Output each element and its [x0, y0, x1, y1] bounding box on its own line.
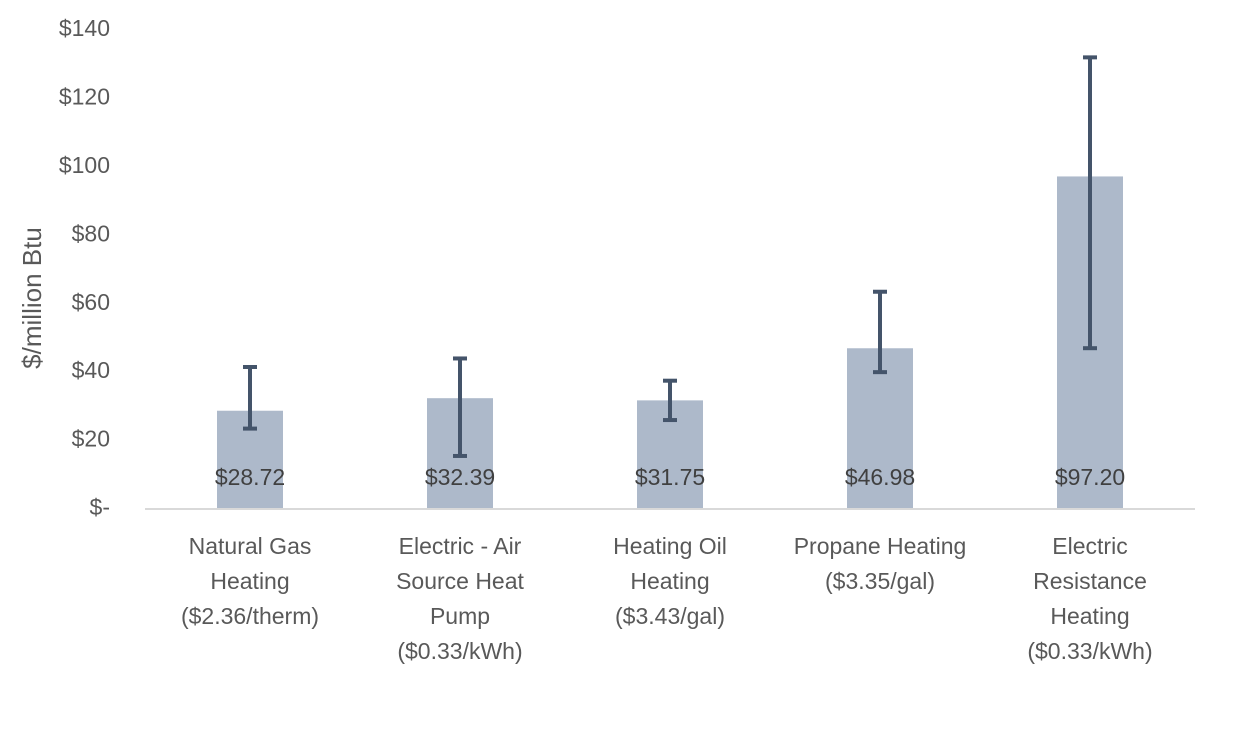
error-bar	[1083, 55, 1097, 351]
y-axis-ticks: $- $20 $40 $60 $80 $100 $120 $140	[59, 15, 110, 520]
error-bar	[243, 365, 257, 431]
error-bars	[243, 55, 1097, 458]
y-tick-label: $80	[72, 220, 110, 246]
y-tick-label: $140	[59, 15, 110, 41]
data-label: $46.98	[845, 464, 915, 490]
category-label-line: Electric - Air	[399, 533, 522, 559]
y-tick-label: $120	[59, 84, 110, 110]
error-bar	[663, 378, 677, 423]
y-tick-label: $40	[72, 357, 110, 383]
category-label-line: Heating	[630, 568, 709, 594]
category-label-line: Resistance	[1033, 568, 1147, 594]
category-label-line: Pump	[430, 603, 490, 629]
category-labels: Natural Gas Heating ($2.36/therm) Electric …	[181, 533, 1153, 664]
category-label-line: ($0.33/kWh)	[397, 638, 522, 664]
y-tick-label: $100	[59, 152, 110, 178]
y-tick-label: $60	[72, 289, 110, 315]
category-label-line: Heating	[210, 568, 289, 594]
data-label: $31.75	[635, 464, 705, 490]
bar	[847, 348, 913, 509]
data-label: $97.20	[1055, 464, 1125, 490]
data-labels: $28.72 $32.39 $31.75 $46.98 $97.20	[215, 464, 1125, 490]
category-label-line: Source Heat	[396, 568, 524, 594]
y-axis-title: $/million Btu	[17, 227, 47, 369]
category-label-line: Electric	[1052, 533, 1127, 559]
bars	[217, 176, 1123, 510]
y-tick-label: $20	[72, 426, 110, 452]
data-label: $28.72	[215, 464, 285, 490]
error-bar	[873, 289, 887, 375]
category-label-line: ($2.36/therm)	[181, 603, 319, 629]
data-label: $32.39	[425, 464, 495, 490]
error-bar	[453, 356, 467, 458]
category-label-line: ($3.35/gal)	[825, 568, 935, 594]
y-tick-label: $-	[90, 494, 110, 520]
category-label-line: Heating	[1050, 603, 1129, 629]
category-label-line: ($0.33/kWh)	[1027, 638, 1152, 664]
category-label-line: ($3.43/gal)	[615, 603, 725, 629]
category-label-line: Propane Heating	[794, 533, 967, 559]
category-label-line: Heating Oil	[613, 533, 727, 559]
category-label-line: Natural Gas	[189, 533, 312, 559]
